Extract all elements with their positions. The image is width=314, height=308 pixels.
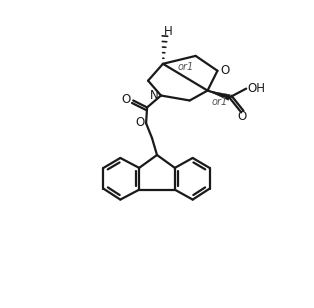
Text: O: O (122, 93, 131, 106)
Text: O: O (238, 110, 247, 123)
Text: O: O (221, 64, 230, 77)
Text: or1: or1 (178, 62, 194, 72)
Text: H: H (164, 25, 172, 38)
Text: OH: OH (247, 82, 265, 95)
Text: N: N (150, 89, 158, 102)
Polygon shape (208, 91, 230, 100)
Text: O: O (136, 116, 145, 129)
Text: or1: or1 (212, 97, 228, 107)
